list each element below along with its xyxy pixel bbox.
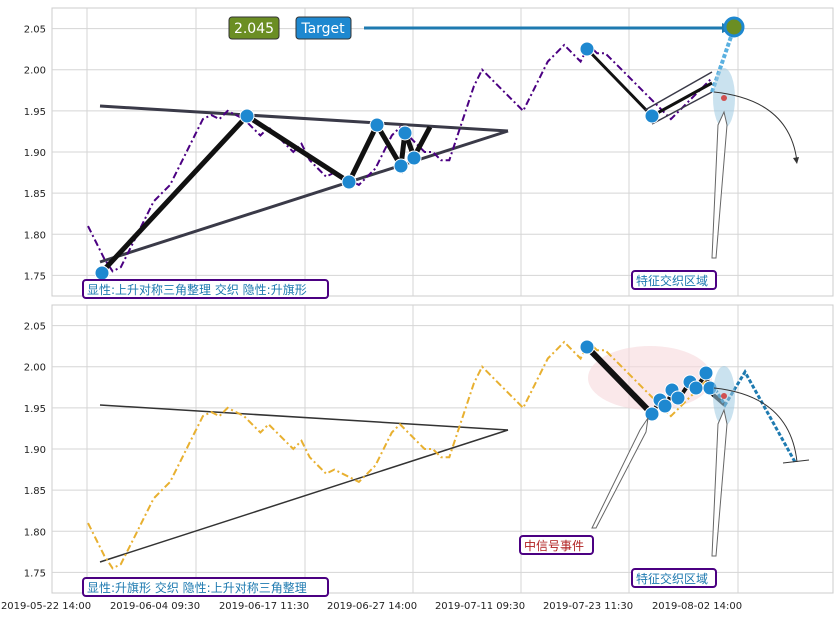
marker xyxy=(644,406,660,422)
bottom-zone-label-box xyxy=(631,568,717,588)
target-label: Target xyxy=(300,21,345,37)
bottom-grid xyxy=(52,305,833,593)
x-tick-label: 2019-05-22 14:00 xyxy=(1,601,91,612)
bottom-end-tick xyxy=(782,459,810,464)
zone-center xyxy=(721,95,727,101)
y-tick-label: 1.90 xyxy=(24,148,46,159)
marker xyxy=(341,174,357,190)
marker xyxy=(698,365,714,381)
marker xyxy=(657,398,673,414)
top-curve-arrow xyxy=(713,91,798,163)
marker xyxy=(670,390,686,406)
bottom-zone-label: 特征交织区域 xyxy=(636,571,708,586)
target-value: 2.045 xyxy=(234,21,274,37)
flag-lower xyxy=(651,91,713,125)
y-tick-label: 1.75 xyxy=(24,271,46,282)
x-tick-label: 2019-08-02 14:00 xyxy=(652,601,742,612)
y-tick-label: 1.80 xyxy=(24,230,46,241)
bottom-triangle xyxy=(99,404,509,563)
target-label-box xyxy=(295,16,352,40)
bottom-zone-pointer xyxy=(711,408,728,557)
y-tick-label: 1.95 xyxy=(24,107,46,118)
bottom-zone-center xyxy=(721,393,727,399)
y-tick-label: 1.85 xyxy=(24,486,46,497)
y-tick-label: 2.05 xyxy=(24,322,46,333)
y-tick-label: 2.00 xyxy=(24,363,46,374)
bottom-price-series xyxy=(87,340,713,570)
top-zone-pointer xyxy=(711,110,728,259)
flag-pole xyxy=(584,344,655,417)
triangle-upper-line xyxy=(99,104,509,133)
marker xyxy=(579,41,595,57)
bottom-triangle-lower xyxy=(99,429,509,563)
y-tick-label: 1.95 xyxy=(24,404,46,415)
bottom-y-axis: 1.75 1.80 1.85 1.90 1.95 2.00 2.05 xyxy=(24,322,46,580)
top-pattern-label-box xyxy=(82,279,329,299)
y-tick-label: 1.90 xyxy=(24,445,46,456)
y-tick-label: 1.85 xyxy=(24,189,46,200)
top-zone-label: 特征交织区域 xyxy=(636,273,708,288)
flag-upper xyxy=(644,71,713,111)
marker xyxy=(579,339,595,355)
y-tick-label: 2.05 xyxy=(24,25,46,36)
triangle-lower-line xyxy=(99,129,509,264)
top-zone-label-box xyxy=(631,270,717,290)
marker xyxy=(688,380,704,396)
signal-label-box xyxy=(519,535,594,555)
x-tick-label: 2019-07-11 09:30 xyxy=(435,601,525,612)
top-pattern-label: 显性:上升对称三角整理 交织 隐性:升旗形 xyxy=(87,282,307,297)
bottom-curve-arrow xyxy=(713,387,798,463)
x-tick-label: 2019-06-27 14:00 xyxy=(327,601,417,612)
marker xyxy=(393,158,409,174)
target-point xyxy=(723,16,745,38)
x-tick-label: 2019-07-23 11:30 xyxy=(543,601,633,612)
x-tick-label: 2019-06-04 09:30 xyxy=(110,601,200,612)
marker xyxy=(644,108,660,124)
target-value-box xyxy=(228,16,280,40)
top-price-series xyxy=(87,43,713,273)
bottom-pattern-label: 显性:升旗形 交织 隐性:上升对称三角整理 xyxy=(87,580,307,595)
top-curve-arrowhead xyxy=(793,157,799,164)
y-tick-label: 1.75 xyxy=(24,568,46,579)
y-tick-label: 1.80 xyxy=(24,527,46,538)
x-tick-label: 2019-06-17 11:30 xyxy=(219,601,309,612)
top-triangle xyxy=(99,104,509,264)
signal-pointer xyxy=(591,417,649,529)
x-axis: 2019-05-22 14:00 2019-06-04 09:30 2019-06-… xyxy=(1,601,742,612)
target-projection xyxy=(710,27,736,93)
bottom-triangle-upper xyxy=(99,404,509,431)
bottom-pattern-label-box xyxy=(82,577,329,597)
marker xyxy=(369,117,385,133)
marker xyxy=(94,265,110,281)
top-markers xyxy=(94,41,660,281)
marker xyxy=(397,125,413,141)
y-tick-label: 2.00 xyxy=(24,66,46,77)
marker xyxy=(239,108,255,124)
top-y-axis: 1.75 1.80 1.85 1.90 1.95 2.00 2.05 xyxy=(24,25,46,283)
signal-label: 中信号事件 xyxy=(524,538,584,553)
marker xyxy=(406,150,422,166)
bottom-markers xyxy=(579,339,718,422)
